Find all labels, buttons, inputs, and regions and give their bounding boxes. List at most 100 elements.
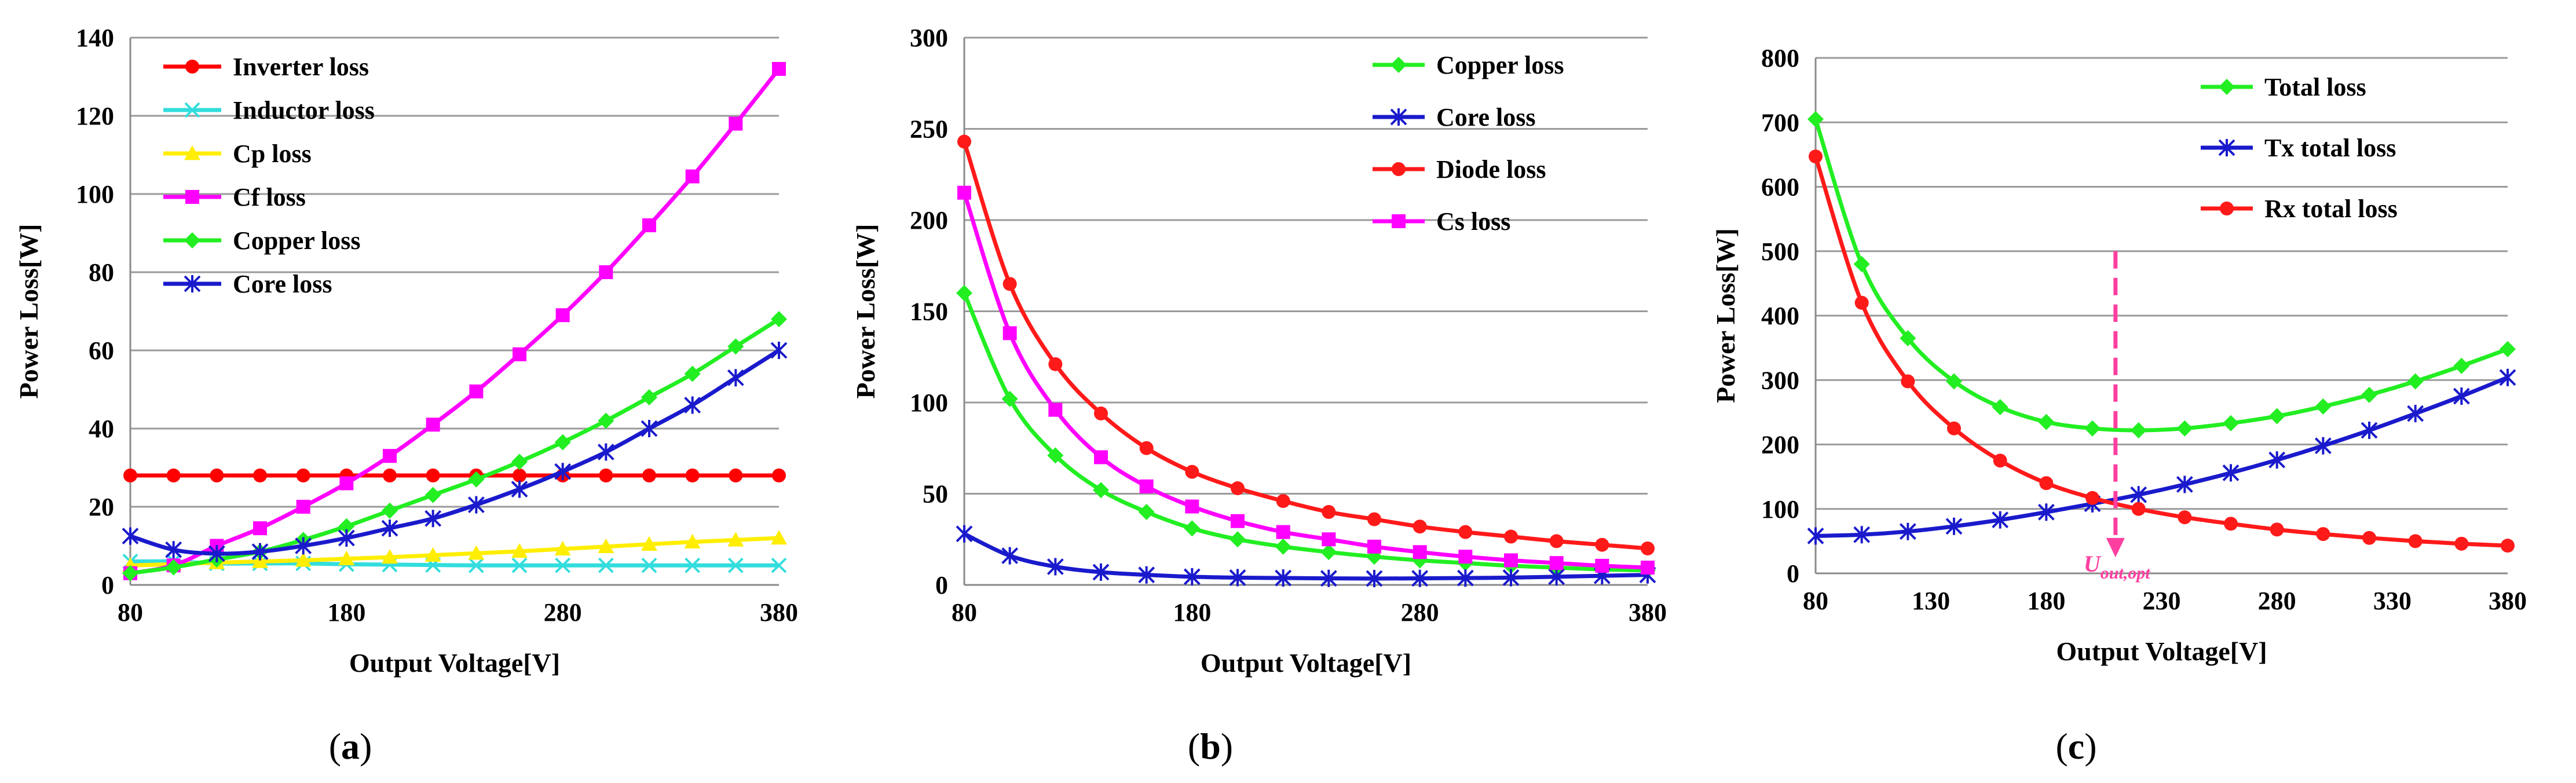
y-tick-label: 100: [1761, 495, 1799, 524]
x-tick-label: 380: [760, 598, 798, 627]
data-point-diode-loss: [957, 134, 971, 149]
data-point-total-loss: [2223, 415, 2239, 431]
x-tick-label: 180: [327, 598, 365, 627]
data-point-cf-loss: [469, 384, 484, 398]
data-point-total-loss: [2361, 386, 2377, 403]
x-tick-label: 380: [1629, 598, 1667, 627]
data-point-inductor-loss: [555, 557, 571, 573]
data-point-core-loss: [684, 396, 701, 414]
y-tick-label: 0: [1787, 559, 1799, 588]
series-line-diode-loss: [962, 141, 1648, 551]
data-point-core-loss: [770, 342, 788, 359]
data-point-cf-loss: [729, 116, 743, 131]
data-point-inverter-loss: [296, 469, 310, 482]
data-point-copper-loss: [1275, 538, 1291, 555]
data-point-copper-loss: [165, 559, 182, 576]
data-point-cs-loss: [1322, 532, 1336, 547]
data-point-core-loss: [1183, 568, 1201, 586]
data-point-diode-loss: [1549, 534, 1564, 548]
panel-label-close-paren: ): [360, 726, 372, 767]
data-point-core-loss: [122, 527, 139, 545]
data-point-core-loss: [295, 537, 312, 555]
data-point-rx-total-loss: [2501, 539, 2515, 553]
data-point-copper-loss: [1001, 390, 1018, 407]
legend-swatch-marker: [185, 190, 199, 204]
data-point-cs-loss: [1002, 326, 1017, 341]
series-cs-loss: [957, 185, 1655, 575]
data-point-total-loss: [2315, 398, 2332, 415]
series-line-tx-total-loss: [1815, 375, 2509, 538]
legend-item-copper-loss: Copper loss: [163, 226, 360, 255]
legend-swatch-marker: [184, 102, 200, 118]
data-point-tx-total-loss: [1899, 522, 1916, 540]
data-point-copper-loss: [956, 285, 972, 301]
data-point-cf-loss: [642, 218, 656, 232]
legend-swatch-marker: [2220, 202, 2234, 215]
y-tick-label: 100: [910, 389, 948, 417]
y-tick-label: 140: [76, 24, 114, 52]
data-point-rx-total-loss: [2270, 522, 2284, 537]
data-point-inductor-loss: [468, 557, 484, 573]
data-point-cs-loss: [1595, 558, 1609, 573]
series-line-core-loss: [129, 349, 780, 556]
chart-panel-c: 0 100 200 300 400 500 600 700 800 80 130 180 230 280 3…: [1711, 44, 2527, 767]
series-line-cs-loss: [962, 192, 1648, 570]
legend-item-rx-total-loss: Rx total loss: [2201, 195, 2398, 223]
data-point-copper-loss: [425, 486, 441, 503]
data-point-copper-loss: [1138, 504, 1155, 520]
data-point-cs-loss: [957, 185, 971, 200]
data-point-inductor-loss: [598, 557, 614, 573]
data-point-copper-loss: [338, 518, 355, 535]
data-point-tx-total-loss: [1807, 527, 1824, 545]
legend-swatch-marker: [184, 232, 200, 248]
series-cf-loss: [123, 62, 786, 580]
series-tx-total-loss: [1807, 368, 2516, 545]
series-inverter-loss: [123, 469, 786, 482]
legend-swatch-marker: [2218, 139, 2235, 156]
data-point-cf-loss: [253, 521, 267, 536]
legend-label: Rx total loss: [2264, 195, 2398, 223]
legend-item-tx-total-loss: Tx total loss: [2201, 134, 2396, 162]
legend-swatch-marker: [1392, 214, 1406, 228]
data-point-core-loss: [597, 443, 614, 461]
legend-item-total-loss: Total loss: [2201, 73, 2366, 101]
y-axis-title: Power Loss[W]: [851, 224, 880, 399]
chart-panel-a: 0 20 40 60 80 100 120 140 80 180 280 380 Output Volt…: [14, 24, 798, 767]
data-point-rx-total-loss: [2085, 491, 2099, 505]
panel-label-open-paren: (: [1188, 726, 1200, 767]
data-point-diode-loss: [1595, 537, 1609, 552]
legend-label: Tx total loss: [2264, 134, 2396, 162]
data-point-inductor-loss: [641, 557, 657, 573]
x-tick-label: 80: [118, 598, 143, 627]
data-point-inverter-loss: [426, 469, 440, 482]
legend-label: Inverter loss: [233, 53, 369, 81]
legend-item-cs-loss: Cs loss: [1373, 207, 1510, 236]
optimal-voltage-arrowhead: [2106, 537, 2125, 558]
data-point-inductor-loss: [727, 557, 744, 573]
legend-item-cf-loss: Cf loss: [163, 183, 306, 211]
panel-label-open-paren: (: [2055, 726, 2068, 767]
data-point-core-loss: [1046, 558, 1064, 576]
data-point-rx-total-loss: [2362, 530, 2376, 545]
data-point-rx-total-loss: [2408, 534, 2423, 548]
chart-panel-b: 0 50 100 150 200 250 300 80 180 280 380 Output Volt…: [851, 24, 1667, 767]
legend-label: Diode loss: [1436, 155, 1546, 184]
data-point-cs-loss: [1185, 499, 1199, 514]
data-point-diode-loss: [1641, 541, 1655, 555]
y-tick-label: 200: [910, 206, 948, 235]
series-core-loss: [122, 342, 788, 562]
y-tick-label: 600: [1761, 173, 1799, 202]
panel-label-open-paren: (: [329, 726, 341, 767]
panel-label-letter: c: [2068, 726, 2084, 767]
data-point-cp-loss: [641, 536, 657, 551]
data-point-core-loss: [554, 463, 572, 481]
data-point-core-loss: [1275, 569, 1292, 587]
data-point-inductor-loss: [511, 557, 528, 573]
data-point-core-loss: [1502, 569, 1520, 587]
data-point-total-loss: [2176, 420, 2193, 437]
data-point-rx-total-loss: [2316, 527, 2330, 541]
data-point-tx-total-loss: [2499, 368, 2516, 386]
data-point-total-loss: [2407, 373, 2424, 390]
legend-label: Copper loss: [1436, 51, 1564, 79]
legend-label: Total loss: [2264, 73, 2366, 101]
